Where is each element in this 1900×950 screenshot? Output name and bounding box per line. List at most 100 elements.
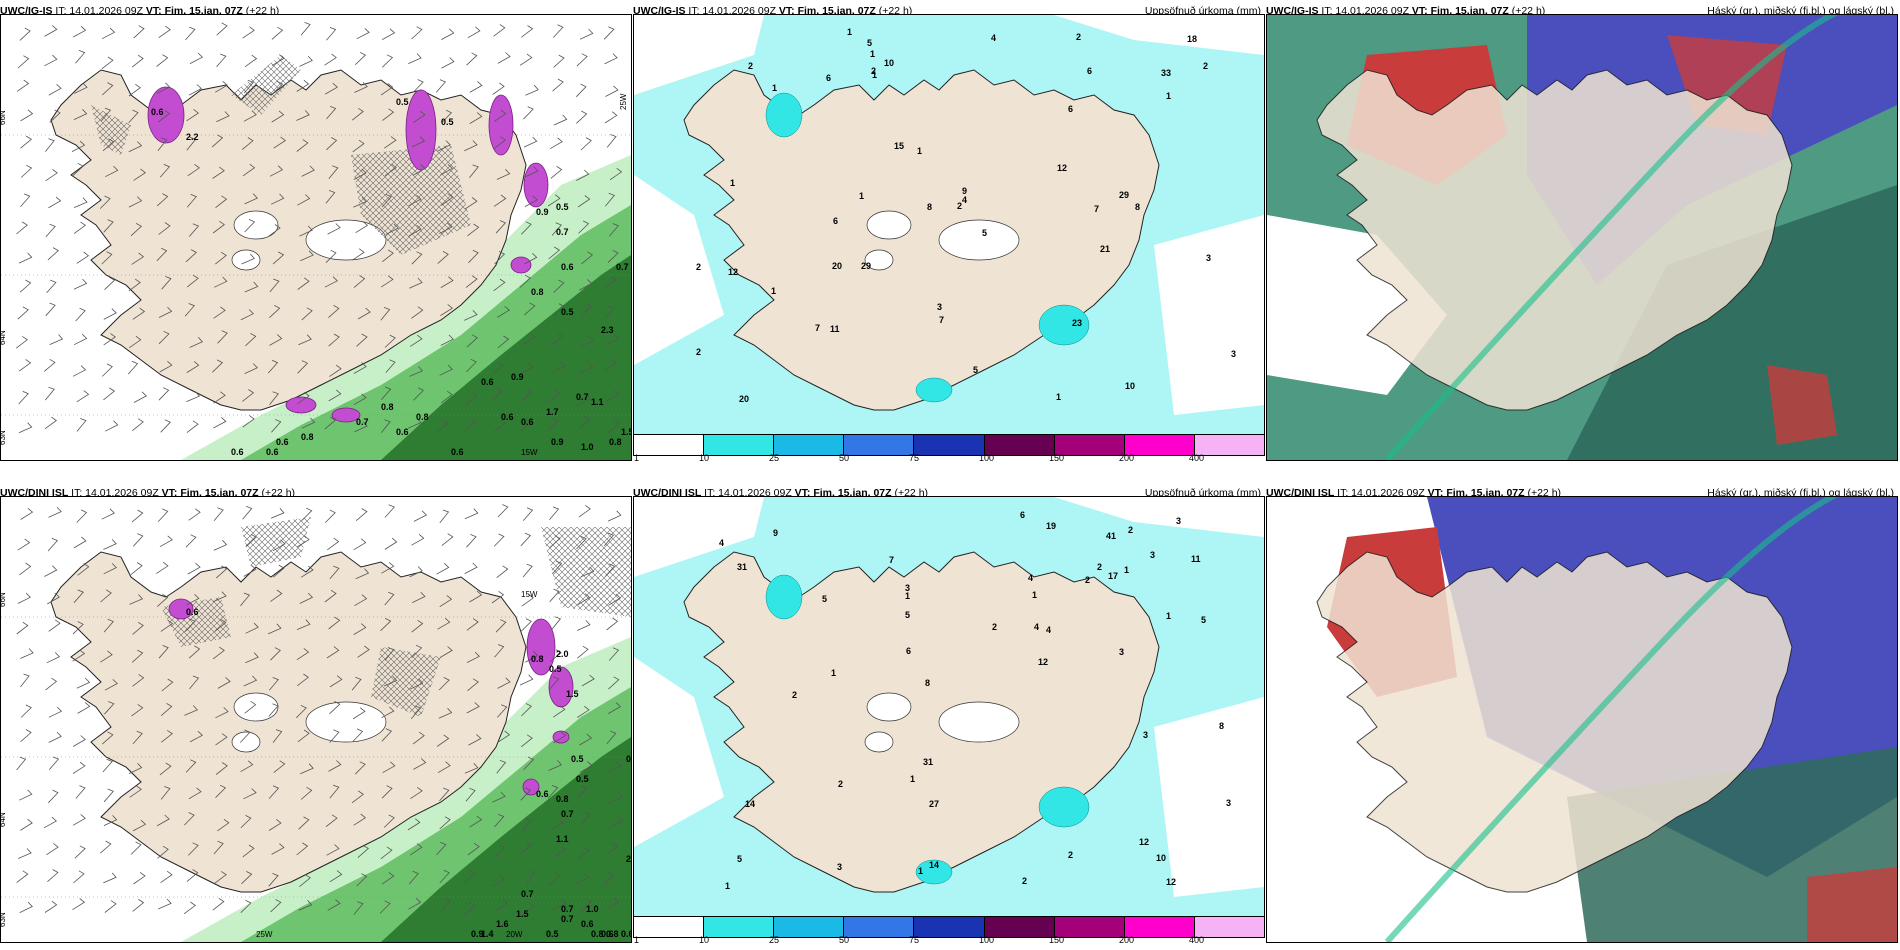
wind-barb [351,107,364,121]
iceland-land [1316,69,1793,411]
wind-barb [380,275,394,288]
wind-barb [101,27,116,40]
wind-barb [439,595,453,608]
wind-barb [20,704,32,718]
accum-value-label: 6 [833,216,838,226]
wind-barb [606,842,619,856]
wind-barb [548,872,561,885]
wind-barb [441,533,454,546]
wind-barb [20,673,30,688]
snow-precip-area [285,396,317,414]
hatched-area [161,517,631,717]
precip-value-label: 0.8 [609,437,622,447]
wind-barb [413,387,424,401]
accum-value-label: 3 [937,302,942,312]
accum-value-label: 2 [957,201,962,211]
wind-barb [385,223,399,235]
wind-barb [186,594,200,606]
wind-barb [72,649,86,662]
wind-barb [128,109,139,124]
wind-barb [381,193,392,208]
accum-high-area [765,92,803,138]
wind-barb [160,703,173,716]
panel-igis-precip-wind: UWC/IG-IS IT: 14.01.2026 09Z VT: Fim. 15… [0,0,632,465]
wind-barb [214,80,228,93]
wind-barb [103,539,117,550]
accum-value-label: 14 [745,799,755,809]
wind-barb [609,816,624,828]
wind-barb [244,281,259,293]
wind-barb [269,278,280,293]
longitude-label: 15W [521,590,538,599]
wind-barb [217,818,230,832]
accum-value-label: 3 [1226,798,1231,808]
wind-barb [243,79,254,94]
wind-barb [329,675,343,688]
legend-tick-label: 1 [634,453,640,463]
wind-barb [99,195,111,209]
wind-barb [102,363,113,377]
wind-barb [521,618,532,632]
wind-barb [301,417,316,429]
accum-value-label: 1 [905,591,910,601]
wind-barb [300,22,311,36]
wind-barb [577,195,591,208]
accum-value-label: 6 [906,646,911,656]
wind-barb [413,510,428,522]
snow-precip-area [405,89,437,171]
wind-barb [72,621,84,635]
wind-barb [189,52,204,64]
wind-barb [212,166,225,179]
legend-tick-label: 25 [769,935,780,945]
wind-barb [186,869,199,882]
wind-barb [553,54,565,68]
accum-value-label: 7 [815,323,820,333]
wind-barb [158,306,173,318]
accum-value-label: 3 [1206,253,1211,263]
map-canvas [1267,497,1897,942]
wind-barb [328,165,339,179]
wind-barb [15,336,28,349]
legend-swatch [704,917,775,937]
accum-value-label: 12 [1038,657,1048,667]
wind-barb [296,535,310,548]
wind-barb [439,869,450,884]
wind-barb [245,333,257,347]
wind-barb [436,420,448,434]
wind-barb [128,83,141,97]
accum-value-label: 41 [1106,531,1116,541]
wind-barb [409,277,423,289]
wind-barb [438,677,450,691]
wind-barb [408,53,422,64]
wind-barb [519,53,533,66]
wind-barb [296,139,309,152]
panel-dini-clouds: UWC/DINI ISL IT: 14.01.2026 09Z VT: Fim.… [1266,482,1898,947]
wind-barb [355,221,369,234]
wind-barb [496,760,507,774]
legend-tick-label: 1 [634,935,640,945]
precip-value-label: 0.8 [301,432,314,442]
wind-barb [382,54,394,68]
precip-value-label: 0.9 [551,437,564,447]
wind-barb [606,730,617,745]
glacier [305,701,387,743]
legend-swatch [704,435,775,455]
latitude-label: 63N [1,912,7,927]
precip-value-label: 0.6 [536,789,549,799]
wind-barb [581,303,592,317]
accum-value-label: 3 [1231,349,1236,359]
wind-barb [43,816,57,829]
wind-barb [523,106,534,120]
wind-barb [77,702,91,714]
wind-barb [352,248,365,261]
wind-barb [245,534,257,548]
wind-barb [130,841,142,855]
wind-barb [188,842,199,856]
wind-barb [103,219,114,233]
wind-barb [103,815,118,826]
wind-barb [16,79,30,92]
wind-barb [211,134,224,148]
wind-barb [412,164,426,176]
precip-value-label: 0.5 [561,307,574,317]
wind-barb [185,618,196,632]
